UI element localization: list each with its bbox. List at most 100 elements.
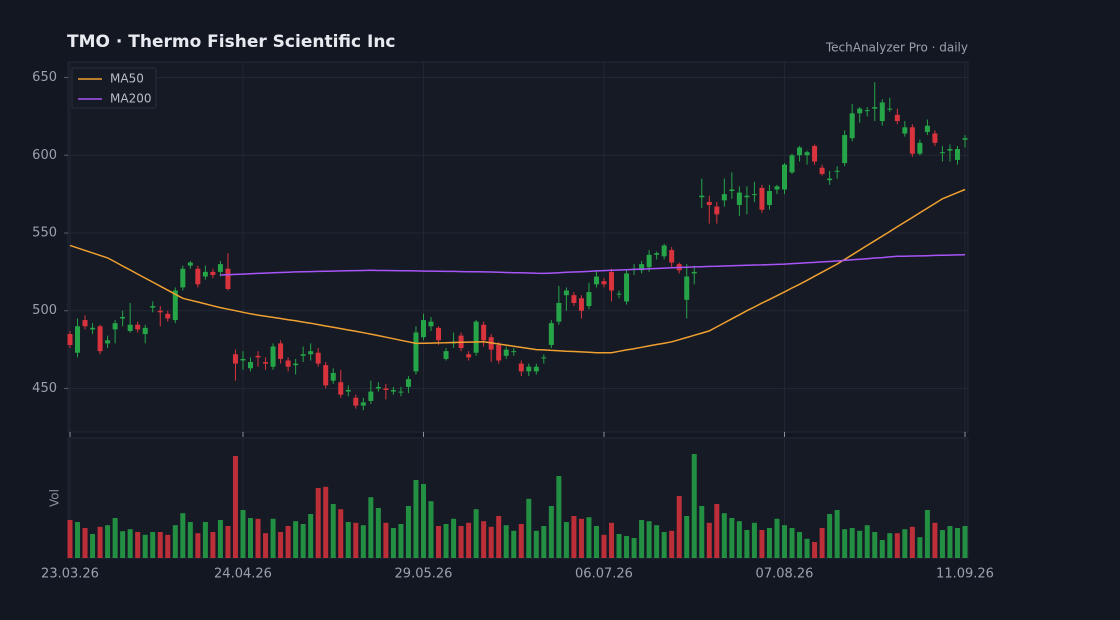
candle-body [105, 340, 111, 344]
candle-body [466, 354, 472, 358]
volume-bar [240, 510, 246, 558]
volume-bar [593, 526, 599, 558]
volume-bar [947, 526, 953, 558]
volume-bar [473, 509, 479, 558]
legend-label: MA200 [110, 92, 151, 106]
volume-bar [699, 506, 705, 558]
volume-bar [353, 522, 359, 558]
candle-body [428, 321, 434, 327]
candle-body [789, 155, 795, 173]
volume-bar [556, 476, 562, 558]
volume-bar [684, 516, 690, 558]
candle-body [781, 164, 787, 190]
candle-body [405, 379, 411, 387]
candle-body [210, 271, 216, 275]
volume-bar [533, 530, 539, 558]
volume-bar [436, 526, 442, 558]
volume-bar [812, 542, 818, 558]
ma-line [69, 188, 966, 354]
volume-bar [541, 526, 547, 558]
volume-bar [616, 534, 622, 558]
candle-body [232, 354, 238, 364]
volume-bar [774, 518, 780, 558]
volume-bar [669, 530, 675, 558]
candle-body [518, 363, 524, 372]
candle-body [135, 324, 141, 330]
volume-bar [127, 529, 133, 558]
x-tick-label: 23.03.26 [41, 567, 99, 582]
candle-body [842, 135, 848, 164]
volume-bar [67, 520, 73, 558]
volume-bar [308, 514, 314, 558]
x-tick-label: 11.09.26 [936, 567, 994, 582]
volume-bar [586, 517, 592, 558]
volume-bar [428, 501, 434, 558]
candle-body [699, 195, 705, 198]
candle-body [217, 264, 223, 272]
volume-bar [872, 532, 878, 558]
candle-body [496, 344, 502, 361]
volume-bar [902, 529, 908, 558]
volume-bar [248, 518, 254, 558]
candle-body [578, 298, 584, 311]
candle-body [300, 354, 306, 356]
volume-bar [390, 528, 396, 558]
volume-bar [827, 514, 833, 558]
volume-bar [503, 525, 509, 558]
volume-bar [887, 533, 893, 558]
ma-line [220, 254, 966, 276]
candle-body [571, 295, 577, 303]
candle-body [962, 138, 968, 140]
candle-body [857, 108, 863, 114]
volume-bar [443, 524, 449, 558]
volume-bar [375, 508, 381, 558]
volume-bar [691, 454, 697, 558]
volume-bar [300, 524, 306, 558]
candle-body [556, 302, 562, 322]
candle-body [240, 358, 246, 361]
candle-body [759, 187, 765, 210]
volume-bar [210, 532, 216, 558]
volume-bar [751, 522, 757, 558]
candle-body [120, 316, 126, 319]
candle-body [751, 194, 757, 196]
candle-body [864, 110, 870, 112]
volume-bar [797, 532, 803, 558]
volume-bar [639, 520, 645, 558]
volume-bar [624, 536, 630, 558]
candle-body [323, 365, 329, 386]
volume-bar [766, 528, 772, 558]
x-tick-label: 07.08.26 [756, 567, 814, 582]
volume-bar [736, 521, 742, 558]
volume-bar [458, 526, 464, 558]
candle-body [90, 327, 96, 330]
candle-body [150, 306, 156, 308]
chart-title: TMO · Thermo Fisher Scientific Inc [67, 32, 396, 52]
candle-body [127, 324, 133, 331]
candle-body [75, 326, 81, 353]
volume-bar [879, 540, 885, 558]
candle-body [503, 349, 509, 356]
candle-body [819, 167, 825, 174]
candle-body [593, 276, 599, 285]
volume-bar [232, 456, 238, 558]
volume-bar [75, 522, 81, 558]
volume-bar [819, 528, 825, 558]
candle-body [360, 402, 366, 406]
candle-body [255, 355, 261, 358]
volume-bar [661, 532, 667, 558]
candle-body [330, 372, 336, 381]
candle-body [390, 390, 396, 392]
volume-bar [195, 533, 201, 558]
candle-body [766, 191, 772, 206]
volume-bar [714, 504, 720, 558]
volume-bar [526, 498, 532, 558]
volume-bar [172, 525, 178, 558]
candle-body [661, 245, 667, 257]
volume-bar [654, 525, 660, 558]
candle-body [932, 133, 938, 143]
volume-bar [578, 518, 584, 558]
candle-body [947, 149, 953, 151]
